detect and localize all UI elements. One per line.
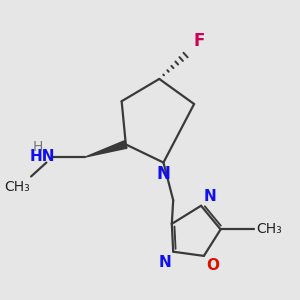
Text: N: N xyxy=(158,254,171,269)
Text: O: O xyxy=(206,258,219,273)
Text: F: F xyxy=(193,32,205,50)
Text: CH₃: CH₃ xyxy=(256,222,282,236)
Polygon shape xyxy=(85,141,127,157)
Text: N: N xyxy=(203,188,216,203)
Text: N: N xyxy=(157,165,170,183)
Text: HN: HN xyxy=(29,149,55,164)
Text: CH₃: CH₃ xyxy=(4,180,30,194)
Text: H: H xyxy=(32,140,43,154)
